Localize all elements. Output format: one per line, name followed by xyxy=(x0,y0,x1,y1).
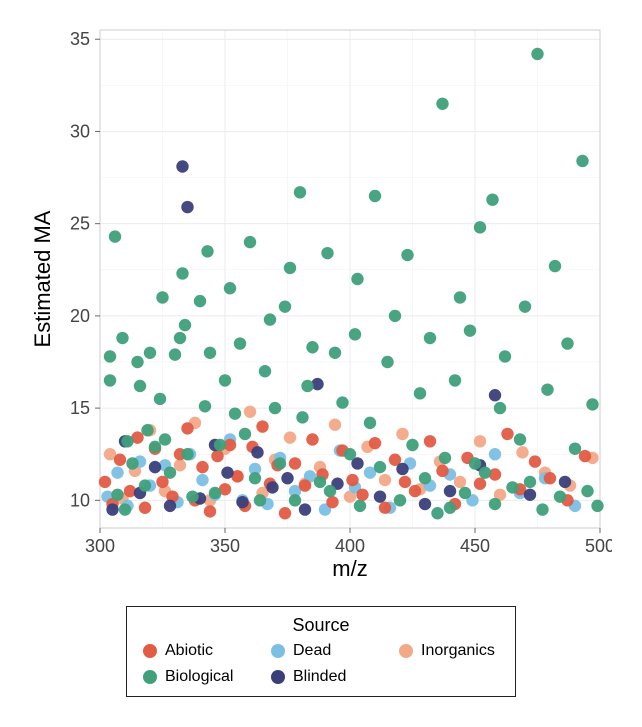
legend-rows: Abiotic Dead Inorganics Biological xyxy=(143,642,499,686)
legend-item-biological: Biological xyxy=(143,668,253,686)
legend-label: Dead xyxy=(293,642,331,660)
svg-text:Estimated MA: Estimated MA xyxy=(30,210,55,347)
svg-text:m/z: m/z xyxy=(332,556,367,581)
legend-item-inorganics: Inorganics xyxy=(399,642,509,660)
swatch-biological xyxy=(143,670,157,684)
plot-svg: 300 350 400 450 500 10 15 20 25 30 35 m/z Estimated … xyxy=(30,18,612,588)
svg-text:20: 20 xyxy=(70,306,90,326)
swatch-inorganics xyxy=(399,644,413,658)
svg-text:15: 15 xyxy=(70,398,90,418)
legend-label: Biological xyxy=(165,668,233,686)
svg-text:30: 30 xyxy=(70,121,90,141)
svg-text:10: 10 xyxy=(70,490,90,510)
svg-text:25: 25 xyxy=(70,214,90,234)
swatch-dead xyxy=(271,644,285,658)
scatter-chart: 300 350 400 450 500 10 15 20 25 30 35 m/z Estimated … xyxy=(30,18,612,588)
legend-item-abiotic: Abiotic xyxy=(143,642,253,660)
swatch-blinded xyxy=(271,670,285,684)
svg-text:35: 35 xyxy=(70,29,90,49)
legend-label: Blinded xyxy=(293,668,346,686)
svg-text:450: 450 xyxy=(460,536,490,556)
legend-row-1: Abiotic Dead Inorganics xyxy=(143,642,499,660)
svg-text:350: 350 xyxy=(210,536,240,556)
legend-label: Abiotic xyxy=(165,642,213,660)
swatch-abiotic xyxy=(143,644,157,658)
figure-wrap: 300 350 400 450 500 10 15 20 25 30 35 m/z Estimated … xyxy=(0,0,642,727)
legend-title: Source xyxy=(143,615,499,636)
svg-text:300: 300 xyxy=(85,536,115,556)
svg-text:400: 400 xyxy=(335,536,365,556)
svg-text:500: 500 xyxy=(585,536,612,556)
legend-label: Inorganics xyxy=(421,642,495,660)
legend-item-dead: Dead xyxy=(271,642,381,660)
legend-row-2: Biological Blinded xyxy=(143,668,499,686)
legend-item-blinded: Blinded xyxy=(271,668,381,686)
legend: Source Abiotic Dead Inorganics xyxy=(126,606,516,697)
